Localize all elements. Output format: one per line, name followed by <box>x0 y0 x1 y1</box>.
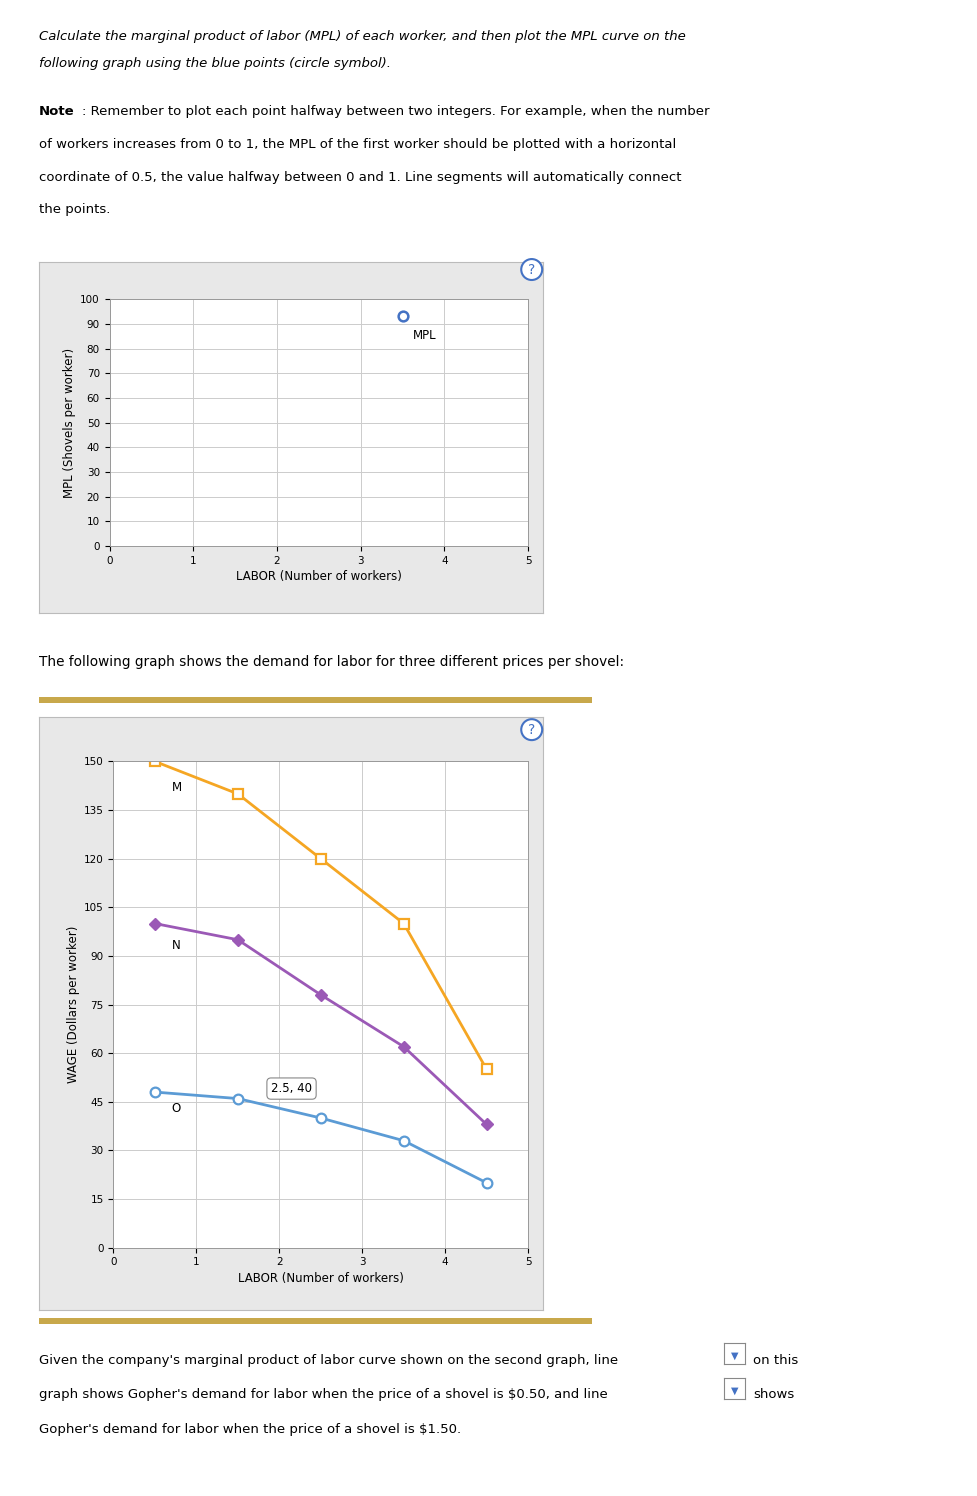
Text: of workers increases from 0 to 1, the MPL of the first worker should be plotted : of workers increases from 0 to 1, the MP… <box>39 138 676 151</box>
Y-axis label: WAGE (Dollars per worker): WAGE (Dollars per worker) <box>66 926 79 1083</box>
Text: : Remember to plot each point halfway between two integers. For example, when th: : Remember to plot each point halfway be… <box>82 105 709 118</box>
Text: on this: on this <box>752 1354 797 1367</box>
Text: Note: Note <box>39 105 74 118</box>
Text: ▼: ▼ <box>730 1351 738 1361</box>
Text: Calculate the marginal product of labor (MPL) of each worker, and then plot the : Calculate the marginal product of labor … <box>39 30 685 43</box>
Text: M: M <box>171 781 182 794</box>
Text: O: O <box>171 1101 181 1115</box>
Text: Given the company's marginal product of labor curve shown on the second graph, l: Given the company's marginal product of … <box>39 1354 617 1367</box>
Text: N: N <box>171 939 180 953</box>
Y-axis label: MPL (Shovels per worker): MPL (Shovels per worker) <box>63 347 76 498</box>
X-axis label: LABOR (Number of workers): LABOR (Number of workers) <box>235 570 402 583</box>
Text: ?: ? <box>528 262 534 277</box>
X-axis label: LABOR (Number of workers): LABOR (Number of workers) <box>237 1272 404 1285</box>
Text: ?: ? <box>528 723 534 736</box>
Text: Gopher's demand for labor when the price of a shovel is $1.50.: Gopher's demand for labor when the price… <box>39 1423 461 1436</box>
Text: graph shows Gopher's demand for labor when the price of a shovel is $0.50, and l: graph shows Gopher's demand for labor wh… <box>39 1388 608 1402</box>
Text: The following graph shows the demand for labor for three different prices per sh: The following graph shows the demand for… <box>39 655 623 669</box>
Text: MPL: MPL <box>412 329 436 341</box>
Text: coordinate of 0.5, the value halfway between 0 and 1. Line segments will automat: coordinate of 0.5, the value halfway bet… <box>39 171 681 184</box>
Text: the points.: the points. <box>39 203 110 217</box>
Text: 2.5, 40: 2.5, 40 <box>271 1082 312 1095</box>
Text: ▼: ▼ <box>730 1385 738 1396</box>
Text: following graph using the blue points (circle symbol).: following graph using the blue points (c… <box>39 57 391 70</box>
Text: shows: shows <box>752 1388 793 1402</box>
